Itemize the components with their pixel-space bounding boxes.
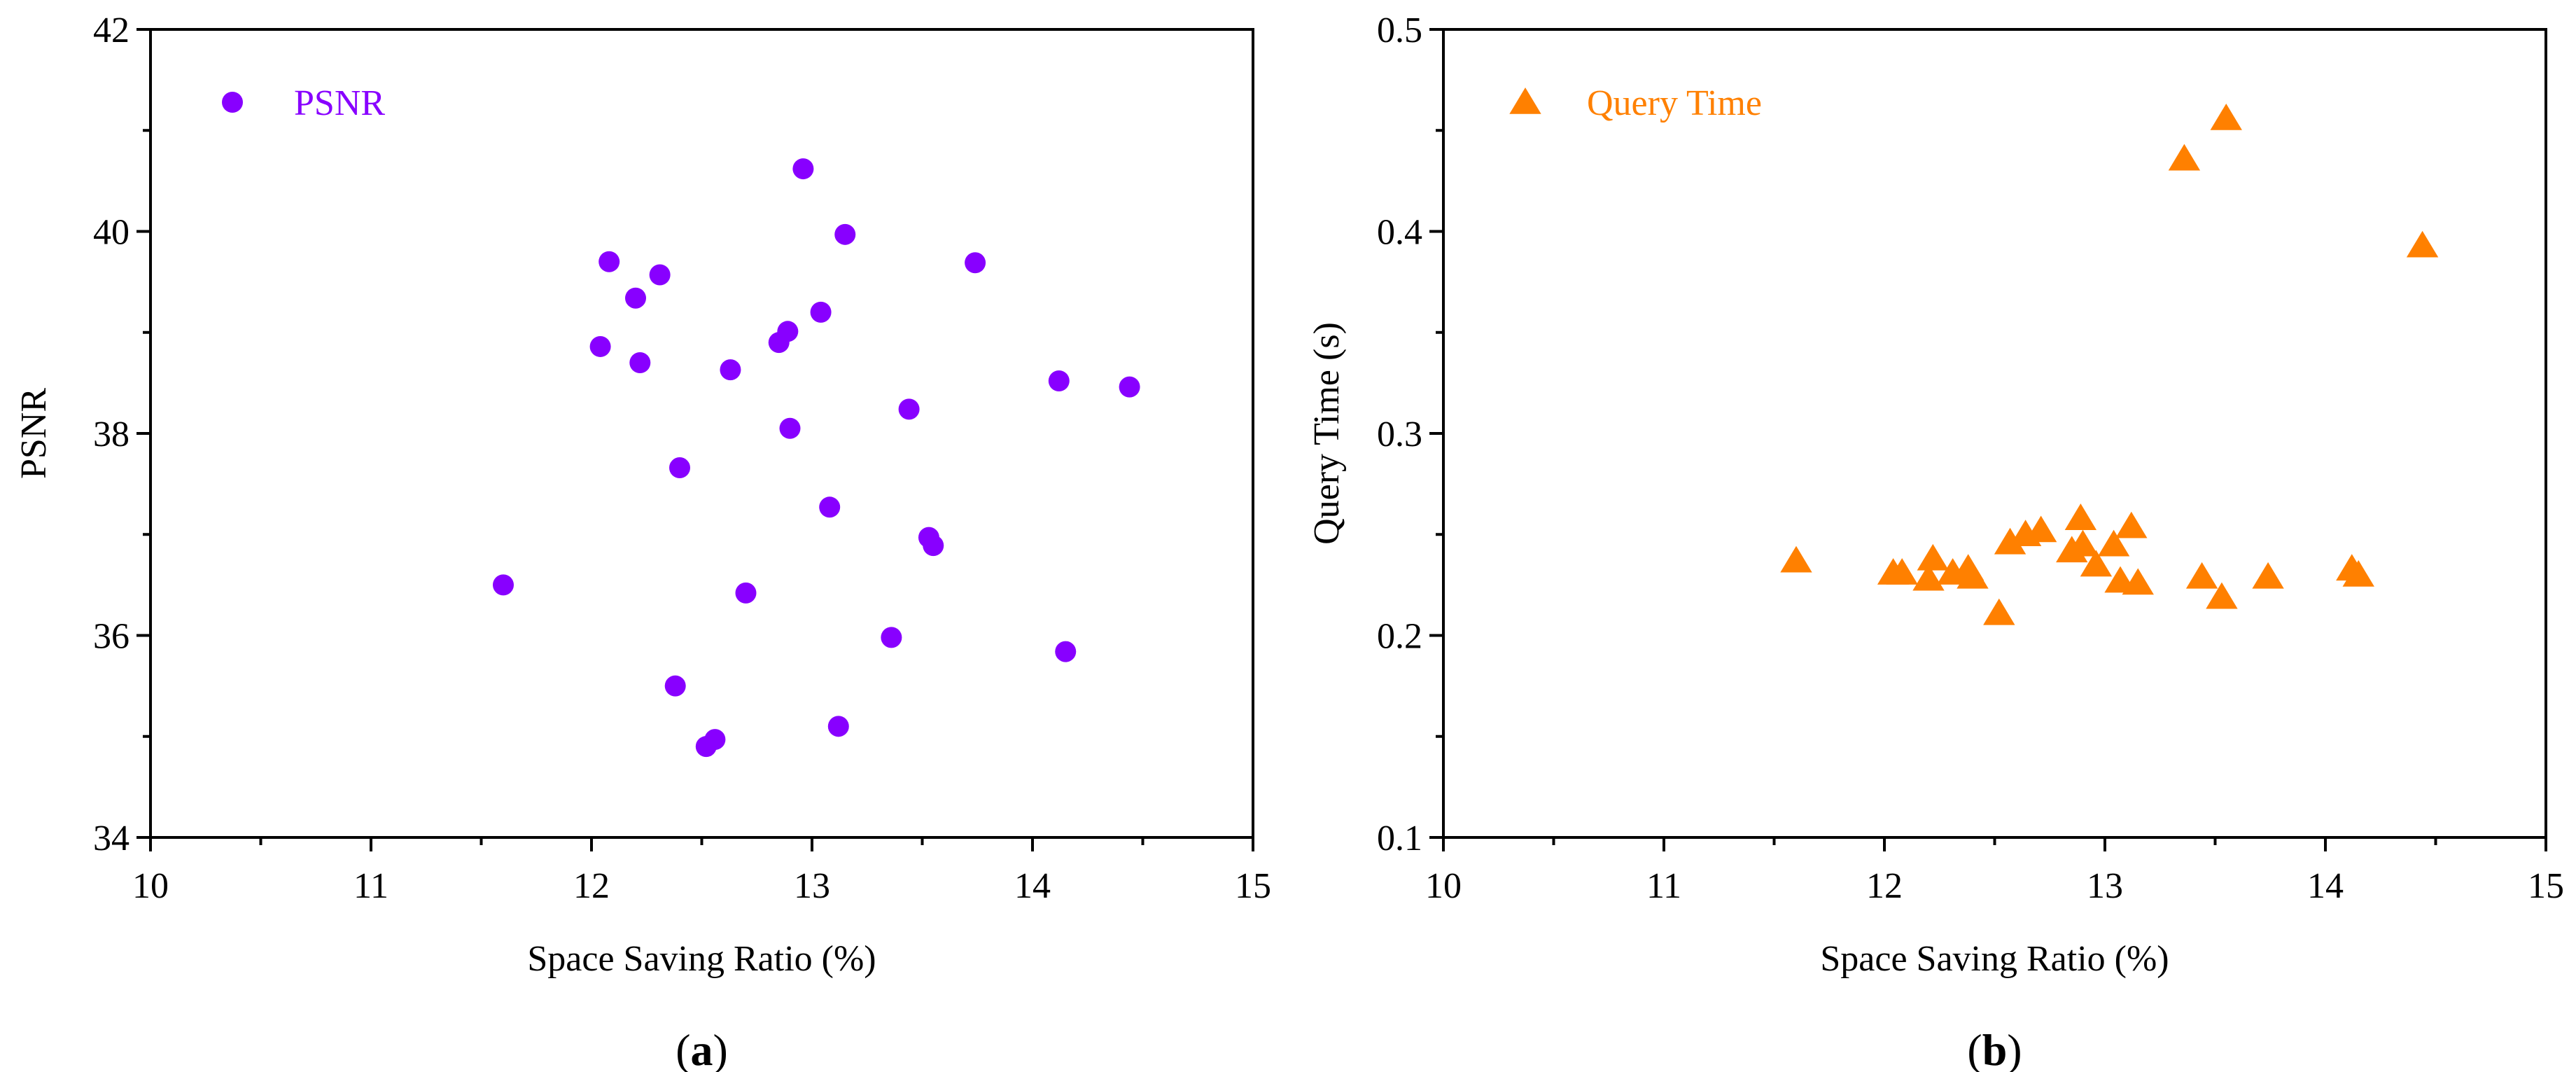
panel-a-data-point: [720, 359, 741, 381]
panel-b-data-point: [2206, 582, 2238, 609]
panel-a-legend: PSNR: [222, 83, 385, 123]
panel-a-data-point: [819, 496, 841, 518]
panel-a-x-tick-label: 12: [573, 866, 610, 906]
panel-b-points: [1780, 103, 2439, 625]
panel-b-data-point: [2168, 144, 2201, 171]
panel-b-y-ticks: 0.1 0.2 0.3 0.4 0.5: [1377, 11, 1443, 858]
panel-b-y-axis-title: Query Time (s): [1307, 322, 1347, 545]
panel-a-x-tick-label: 13: [794, 866, 830, 906]
panel-a-data-point: [792, 158, 814, 180]
panel-a-label: (a): [676, 1025, 728, 1072]
panel-a-data-point: [669, 457, 690, 479]
panel-a-data-point: [664, 675, 686, 697]
panel-b-data-point: [1983, 598, 2015, 625]
panel-b-data-point: [2024, 515, 2057, 543]
panel-a-data-point: [834, 223, 856, 245]
panel-b-x-tick-label: 13: [2087, 866, 2123, 906]
panel-a-legend-symbol: [222, 92, 243, 113]
panel-a-x-tick-label: 15: [1235, 866, 1271, 906]
panel-b-x-tick-label: 12: [1866, 866, 1903, 906]
panel-b-x-axis-title: Space Saving Ratio (%): [1820, 939, 2169, 979]
panel-b-x-ticks: 10 11 12 13 14 15: [1425, 837, 2564, 906]
panel-a-x-ticks: 10 11 12 13 14 15: [132, 837, 1271, 906]
panel-b-y-tick-label: 0.4: [1377, 213, 1422, 253]
panel-a-data-point: [735, 582, 757, 604]
panel-b-query-time: 10 11 12 13 14 15 0.1 0.2 0.3 0.4 0.5 Query Time …: [1307, 11, 2564, 1072]
panel-a-data-point: [1055, 641, 1077, 662]
panel-b-data-point: [2210, 103, 2242, 130]
panel-b-x-tick-label: 14: [2307, 866, 2344, 906]
panel-b-y-tick-label: 0.3: [1377, 415, 1422, 454]
panel-b-data-point: [2122, 568, 2154, 595]
panel-a-y-tick-label: 36: [93, 617, 130, 657]
panel-a-plot-frame: [149, 28, 1254, 839]
panel-b-data-point: [1994, 527, 2026, 555]
panel-a-data-point: [881, 627, 902, 648]
panel-b-data-point: [2064, 503, 2097, 530]
panel-a-x-tick-label: 14: [1014, 866, 1051, 906]
panel-a-data-point: [965, 252, 986, 274]
panel-a-y-tick-label: 42: [93, 11, 130, 50]
panel-b-y-tick-label: 0.5: [1377, 11, 1422, 50]
panel-a-data-point: [777, 321, 799, 342]
panel-a-data-point: [1048, 370, 1070, 391]
panel-a-legend-marker: [222, 92, 243, 113]
panel-a-data-point: [493, 574, 514, 596]
panel-a-data-point: [598, 251, 620, 272]
panel-b-data-point: [2185, 562, 2218, 589]
panel-a-y-tick-label: 38: [93, 415, 130, 454]
panel-a-points: [493, 158, 1140, 758]
panel-a-y-tick-label: 40: [93, 213, 130, 253]
panel-b-data-point: [2097, 529, 2130, 557]
panel-a-data-point: [704, 729, 726, 751]
panel-a-x-axis-title: Space Saving Ratio (%): [527, 939, 876, 979]
panel-b-legend-label: Query Time: [1587, 83, 1762, 123]
panel-b-y-tick-label: 0.1: [1377, 819, 1422, 858]
panel-a-legend-label: PSNR: [294, 83, 385, 123]
panel-b-data-point: [2342, 559, 2374, 587]
panel-b-data-point: [1917, 543, 1949, 571]
panel-a-y-axis-title: PSNR: [14, 388, 54, 479]
panel-a-data-point: [779, 417, 801, 439]
panel-a-data-point: [625, 287, 646, 309]
panel-a-data-point: [898, 398, 920, 420]
panel-a-x-tick-label: 11: [354, 866, 388, 906]
panel-a-data-point: [649, 264, 671, 286]
panel-b-label: (b): [1967, 1025, 2022, 1072]
panel-a-data-point: [810, 301, 832, 323]
panel-b-data-point: [2115, 511, 2148, 538]
panel-a-psnr: 10 11 12 13 14 15 34 36 38 40 42 PSNR Space Savin…: [14, 11, 1271, 1072]
panel-b-y-tick-label: 0.2: [1377, 617, 1422, 657]
panel-b-data-point: [2080, 550, 2113, 577]
panel-b-x-tick-label: 15: [2528, 866, 2564, 906]
panel-b-data-point: [2406, 230, 2439, 258]
panel-a-data-point: [827, 716, 849, 737]
panel-a-data-point: [629, 352, 651, 374]
panel-a-x-tick-label: 10: [132, 866, 169, 906]
panel-a-y-ticks: 34 36 38 40 42: [93, 11, 150, 858]
panel-b-legend: Query Time: [1509, 83, 1762, 123]
panel-b-plot-frame: [1442, 28, 2547, 839]
panel-b-data-point: [2252, 562, 2284, 589]
panel-a-data-point: [923, 535, 944, 557]
panel-b-legend-marker: [1509, 88, 1541, 114]
panel-b-data-point: [1956, 562, 1989, 589]
panel-b-legend-symbol: [1509, 88, 1541, 114]
panel-a-data-point: [589, 335, 611, 357]
panel-a-y-tick-label: 34: [93, 819, 130, 858]
panel-b-data-point: [1780, 545, 1812, 573]
panel-b-data-point: [1912, 564, 1945, 591]
panel-b-data-point: [1886, 558, 1918, 585]
panel-a-data-point: [1119, 376, 1140, 398]
panel-b-x-tick-label: 11: [1646, 866, 1681, 906]
panel-b-x-tick-label: 10: [1425, 866, 1462, 906]
panel-b-data-point: [2066, 529, 2099, 557]
